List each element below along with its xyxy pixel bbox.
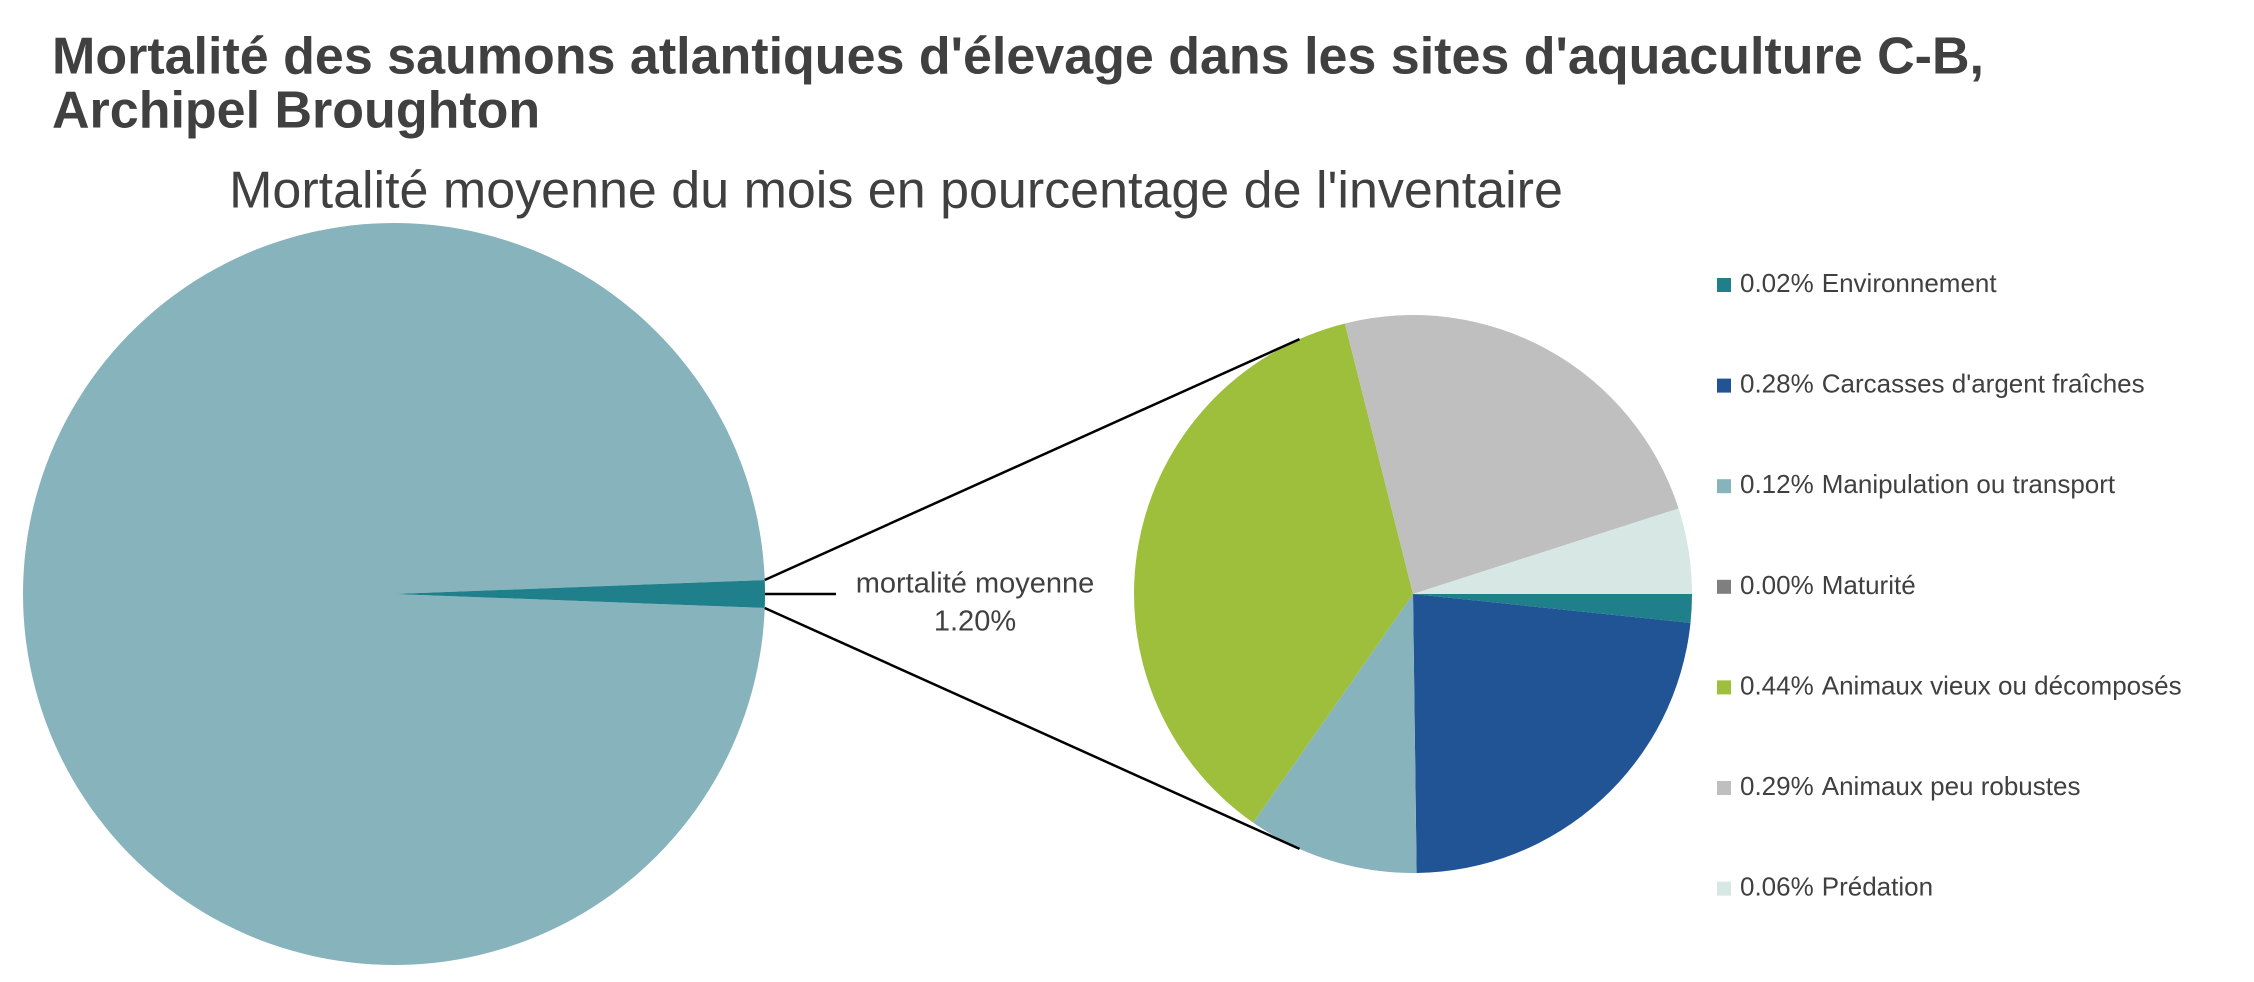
- legend-swatch: [1717, 579, 1731, 594]
- pie-slice: [1133, 323, 1413, 823]
- legend-swatch: [1717, 378, 1731, 393]
- legend-name: Carcasses d'argent fraîches: [1822, 368, 2145, 398]
- legend-value: 0.29%: [1740, 771, 1814, 801]
- pie-slice: [1413, 594, 1691, 873]
- legend-label: 0.29% Animaux peu robustes: [1740, 771, 2080, 801]
- pie-slice: [394, 580, 765, 608]
- legend-name: Animaux vieux ou décomposés: [1822, 670, 2182, 700]
- legend-label: 0.28% Carcasses d'argent fraîches: [1740, 368, 2145, 398]
- legend-name: Prédation: [1822, 871, 1933, 901]
- legend-name: Environnement: [1822, 268, 1998, 298]
- legend-value: 0.28%: [1740, 368, 1814, 398]
- legend-label: 0.06% Prédation: [1740, 871, 1933, 901]
- legend-value: 0.44%: [1740, 670, 1814, 700]
- data-label: 1.20%: [934, 606, 1016, 638]
- legend-swatch: [1717, 781, 1731, 795]
- legend-label: 0.12% Manipulation ou transport: [1740, 469, 2116, 499]
- legend-name: Animaux peu robustes: [1822, 771, 2081, 801]
- legend-swatch: [1717, 881, 1731, 896]
- legend-value: 0.02%: [1740, 268, 1814, 298]
- pie-slice: [1344, 315, 1679, 594]
- legend-name: Maturité: [1822, 570, 1916, 600]
- connector-label: mortalité moyenne: [856, 568, 1095, 600]
- pie-slice: [1413, 594, 1692, 623]
- connector-line: [764, 606, 1301, 851]
- legend-swatch: [1717, 479, 1731, 494]
- legend-label: 0.02% Environnement: [1740, 268, 1997, 298]
- legend-label: 0.44% Animaux vieux ou décomposés: [1740, 670, 2182, 700]
- legend-value: 0.00%: [1740, 570, 1814, 600]
- legend-name: Manipulation ou transport: [1822, 469, 2116, 499]
- legend-swatch: [1717, 278, 1731, 292]
- pie-slice: [1253, 594, 1417, 873]
- pie-slice: [1413, 508, 1692, 594]
- chart-subtitle: Mortalité moyenne du mois en pourcentage…: [229, 162, 1563, 220]
- pie-slice: [22, 222, 765, 965]
- legend-label: 0.00% Maturité: [1740, 570, 1916, 600]
- chart-title: Archipel Broughton: [52, 82, 540, 140]
- legend-value: 0.12%: [1740, 469, 1814, 499]
- chart-title: Mortalité des saumons atlantiques d'élev…: [52, 28, 1984, 86]
- legend-swatch: [1717, 680, 1731, 695]
- legend-value: 0.06%: [1740, 871, 1814, 901]
- connector-line: [764, 337, 1301, 582]
